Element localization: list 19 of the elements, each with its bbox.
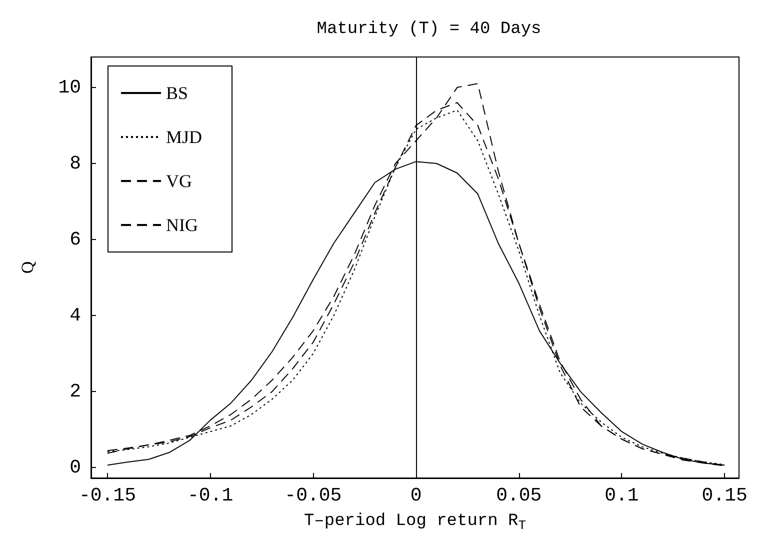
- y-tick-label: 4: [70, 304, 81, 327]
- legend-label: NIG: [166, 215, 198, 235]
- x-tick-label: -0.1: [188, 484, 234, 506]
- legend-label: BS: [166, 83, 188, 103]
- y-axis-title: Q: [18, 261, 37, 274]
- y-tick-label: 2: [70, 380, 81, 403]
- x-tick-label: 0.15: [702, 484, 748, 506]
- y-tick-label: 8: [70, 152, 81, 174]
- y-tick-label: 6: [70, 228, 81, 251]
- chart-title: Maturity (T) = 40 Days: [316, 20, 542, 39]
- x-tick-label: 0.05: [496, 484, 542, 506]
- x-tick-label: 0.1: [604, 484, 639, 506]
- x-tick-label: 0: [410, 484, 422, 506]
- x-tick-label: -0.15: [78, 484, 136, 506]
- x-tick-label: -0.05: [284, 484, 342, 506]
- legend-label: MJD: [166, 127, 202, 147]
- y-tick-label: 10: [58, 76, 81, 98]
- legend-label: VG: [166, 171, 192, 191]
- y-tick-label: 0: [70, 456, 81, 479]
